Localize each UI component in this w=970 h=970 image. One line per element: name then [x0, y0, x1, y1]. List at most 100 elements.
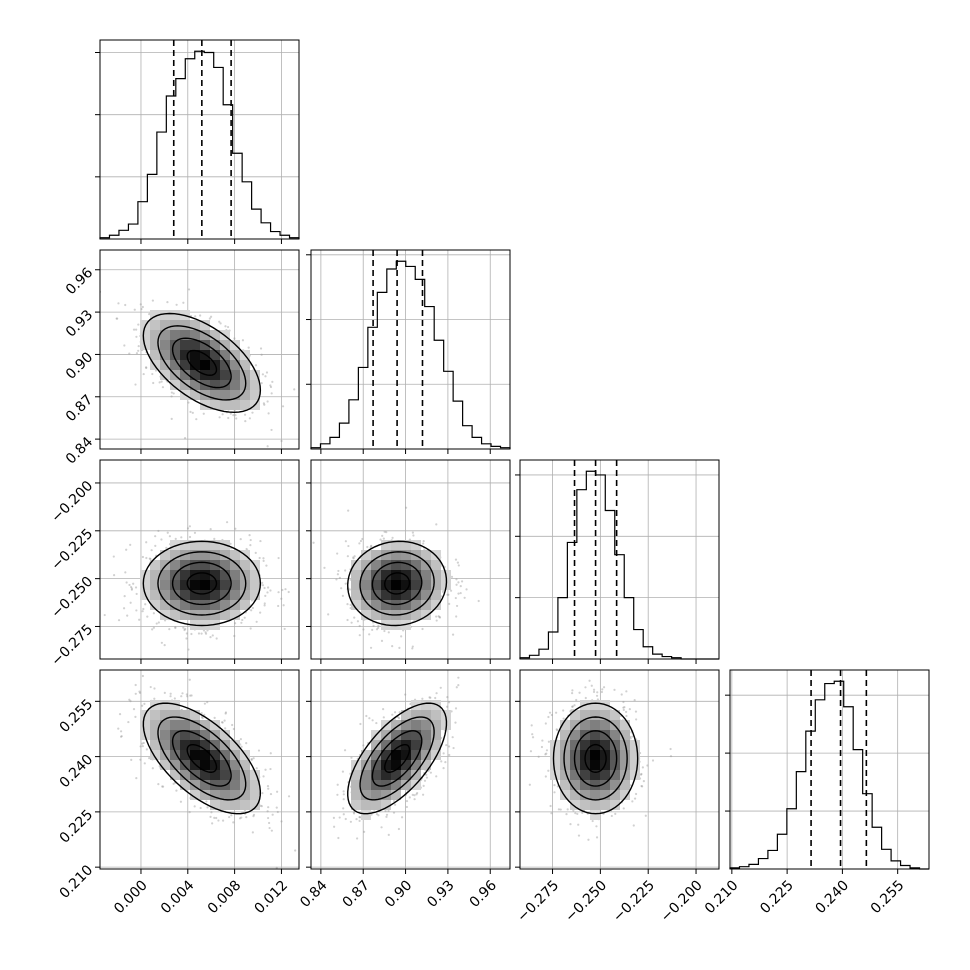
- panel-frame: [519, 459, 720, 660]
- density-cell: [200, 580, 210, 590]
- scatter-point: [422, 793, 425, 796]
- density-cell: [200, 770, 210, 780]
- scatter-point: [429, 771, 432, 774]
- density-cell: [610, 800, 620, 810]
- scatter-point: [641, 785, 644, 788]
- scatter-point: [413, 798, 416, 801]
- scatter-point: [438, 615, 441, 619]
- scatter-point: [211, 822, 214, 825]
- density-cell: [351, 580, 361, 590]
- scatter-point: [224, 712, 227, 715]
- scatter-point: [595, 825, 598, 828]
- density-cell: [240, 590, 250, 600]
- density-cell: [220, 590, 230, 600]
- density-cell: [160, 310, 170, 320]
- density-cell: [160, 320, 170, 330]
- scatter-point: [265, 371, 269, 374]
- scatter-point: [437, 615, 440, 618]
- density-cell: [230, 380, 240, 390]
- scatter-point: [240, 816, 243, 819]
- scatter-point: [277, 556, 280, 560]
- scatter-point: [224, 727, 227, 730]
- scatter-point: [135, 592, 138, 596]
- scatter-point: [465, 588, 468, 591]
- density-cell: [620, 790, 630, 800]
- scatter-point: [382, 708, 385, 711]
- density-cell: [240, 800, 250, 810]
- density-cell: [220, 370, 230, 380]
- density-cell: [381, 550, 391, 560]
- scatter-point: [625, 690, 628, 693]
- scatter-point: [157, 529, 160, 533]
- scatter-point: [404, 693, 407, 696]
- scatter-point: [460, 580, 464, 583]
- scatter-point: [150, 549, 153, 552]
- density-cell: [240, 600, 250, 610]
- scatter-point: [262, 775, 265, 778]
- density-cell: [371, 560, 381, 570]
- scatter-point: [457, 581, 460, 584]
- scatter-point: [130, 758, 133, 761]
- scatter-point: [601, 688, 604, 691]
- density-cell: [600, 710, 610, 720]
- scatter-point: [243, 413, 247, 416]
- scatter-point: [368, 633, 371, 636]
- density-cell: [570, 730, 580, 740]
- scatter-point: [277, 604, 280, 608]
- density-cell: [180, 770, 190, 780]
- density-cell: [160, 760, 170, 770]
- contour-line: [186, 572, 218, 595]
- scatter-point: [446, 696, 449, 699]
- density-cell: [361, 810, 371, 820]
- density-cell: [240, 570, 250, 580]
- density-cell: [230, 370, 240, 380]
- density-cell: [210, 540, 220, 550]
- scatter-point: [117, 727, 120, 730]
- scatter-point: [584, 686, 587, 689]
- scatter-point: [358, 542, 361, 545]
- scatter-point: [346, 618, 349, 622]
- scatter-point: [441, 590, 445, 593]
- scatter-point: [457, 676, 460, 679]
- scatter-point: [463, 596, 466, 599]
- density-cell: [421, 720, 431, 730]
- density-cell: [411, 770, 421, 780]
- contour-line: [384, 743, 411, 773]
- scatter-point: [199, 806, 202, 810]
- scatter-point: [356, 620, 360, 623]
- scatter-point: [161, 785, 164, 788]
- scatter-point: [260, 353, 263, 356]
- scatter-point: [139, 303, 142, 306]
- scatter-point: [571, 705, 574, 708]
- scatter-point: [631, 735, 634, 738]
- y-tick-label: −0.275: [48, 621, 96, 669]
- density-cell: [250, 570, 260, 580]
- scatter-point: [457, 592, 460, 595]
- scatter-point: [232, 414, 235, 417]
- density-cell: [401, 730, 411, 740]
- scatter-point: [183, 436, 187, 440]
- y-tick-label: −0.250: [48, 574, 96, 622]
- density-cell: [610, 710, 620, 720]
- scatter-point: [213, 537, 216, 540]
- scatter-point: [622, 708, 625, 712]
- contour-line: [186, 349, 218, 376]
- scatter-point: [547, 769, 550, 772]
- scatter-point: [250, 609, 253, 612]
- scatter-point: [346, 555, 349, 558]
- scatter-point: [282, 604, 285, 607]
- scatter-point: [249, 538, 252, 542]
- scatter-point: [129, 700, 132, 703]
- scatter-point: [350, 621, 353, 624]
- density-cell: [560, 720, 570, 730]
- scatter-point: [405, 799, 409, 803]
- density-cell: [590, 760, 600, 770]
- scatter-point: [622, 807, 625, 810]
- density-cell: [170, 750, 180, 760]
- density-cell: [391, 590, 401, 600]
- contour-line: [584, 743, 607, 773]
- scatter-point: [185, 693, 188, 696]
- scatter-point: [459, 591, 462, 595]
- density-cell: [421, 760, 431, 770]
- scatter-point: [215, 816, 218, 820]
